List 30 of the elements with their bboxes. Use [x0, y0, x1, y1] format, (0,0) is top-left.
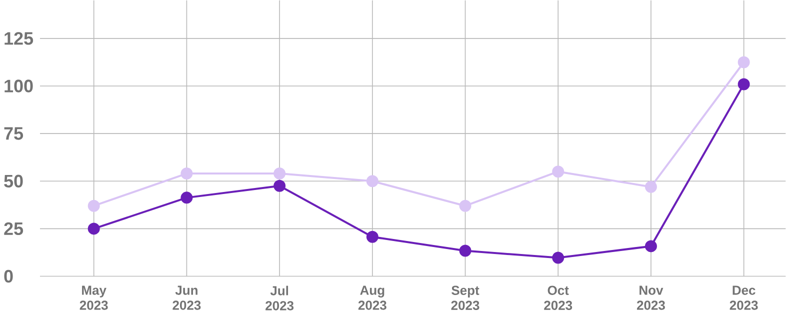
point: [552, 166, 564, 178]
point: [180, 192, 193, 204]
point: [366, 230, 378, 243]
x-tick-label: Dec 2023: [730, 286, 758, 310]
x-tick-label: Nov 2023: [636, 286, 665, 310]
point: [738, 78, 750, 90]
point: [644, 180, 657, 193]
x-tick-label: Jun 2023: [172, 286, 201, 310]
point: [88, 200, 100, 212]
point: [274, 167, 286, 180]
y-tick-label: 25: [4, 222, 24, 235]
x-tick-label: Aug 2023: [358, 286, 386, 310]
point: [552, 252, 564, 264]
x-tick-label: Sept 2023: [451, 286, 480, 310]
point: [738, 56, 750, 68]
x-tick-label: May 2023: [80, 286, 108, 310]
y-tick-label: 125: [4, 32, 34, 45]
point: [180, 167, 193, 180]
x-tick-label: Oct 2023: [544, 286, 572, 310]
point: [274, 180, 286, 192]
point: [88, 222, 100, 235]
point: [366, 175, 378, 188]
y-tick-label: 0: [4, 270, 13, 283]
x-tick-label: Jul 2023: [266, 286, 294, 310]
y-tick-label: 75: [4, 127, 24, 140]
y-tick-label: 100: [4, 80, 33, 92]
point: [459, 200, 472, 212]
y-tick-label: 50: [4, 174, 23, 188]
point: [644, 240, 657, 252]
point: [459, 244, 472, 257]
